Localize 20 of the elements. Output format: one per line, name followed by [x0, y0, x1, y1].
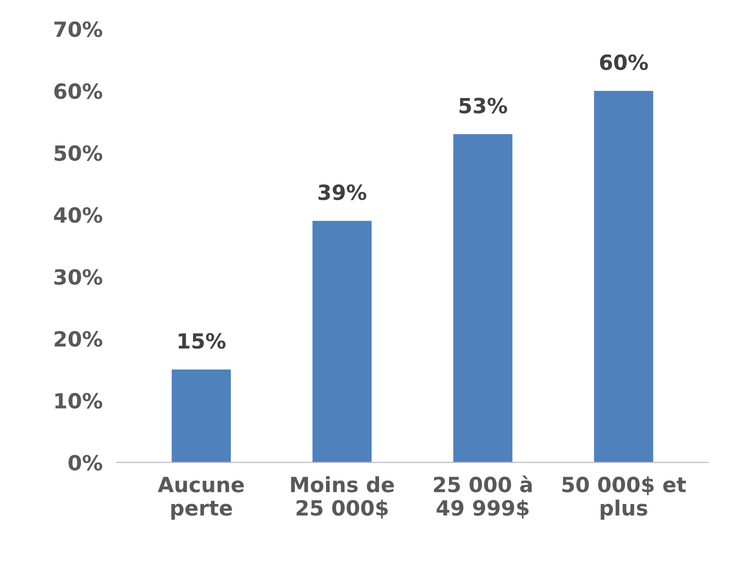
x-tick-label: Moins de 25 000$: [291, 476, 394, 519]
y-tick-label: 0%: [68, 454, 102, 471]
y-tick-label: 60%: [54, 83, 102, 100]
y-tick-label: 30%: [54, 269, 102, 285]
bar: [312, 220, 372, 462]
bar: [594, 90, 654, 462]
y-tick-label: 70%: [54, 21, 102, 38]
data-label: 53%: [460, 98, 508, 114]
bar: [453, 134, 512, 462]
x-tick-label: 25 000 à 49 999$: [434, 475, 532, 519]
x-tick-label: Aucune perte: [158, 476, 244, 520]
y-tick-label: 50%: [54, 145, 102, 161]
y-tick-label: 20%: [54, 330, 102, 347]
bar: [172, 370, 231, 462]
data-label: 15%: [178, 333, 226, 349]
y-tick-label: 10%: [55, 392, 102, 409]
data-label: 39%: [318, 184, 366, 200]
x-tick-label: 50 000$ et plus: [562, 476, 686, 520]
y-tick-label: 40%: [54, 207, 102, 223]
data-label: 60%: [600, 54, 648, 70]
